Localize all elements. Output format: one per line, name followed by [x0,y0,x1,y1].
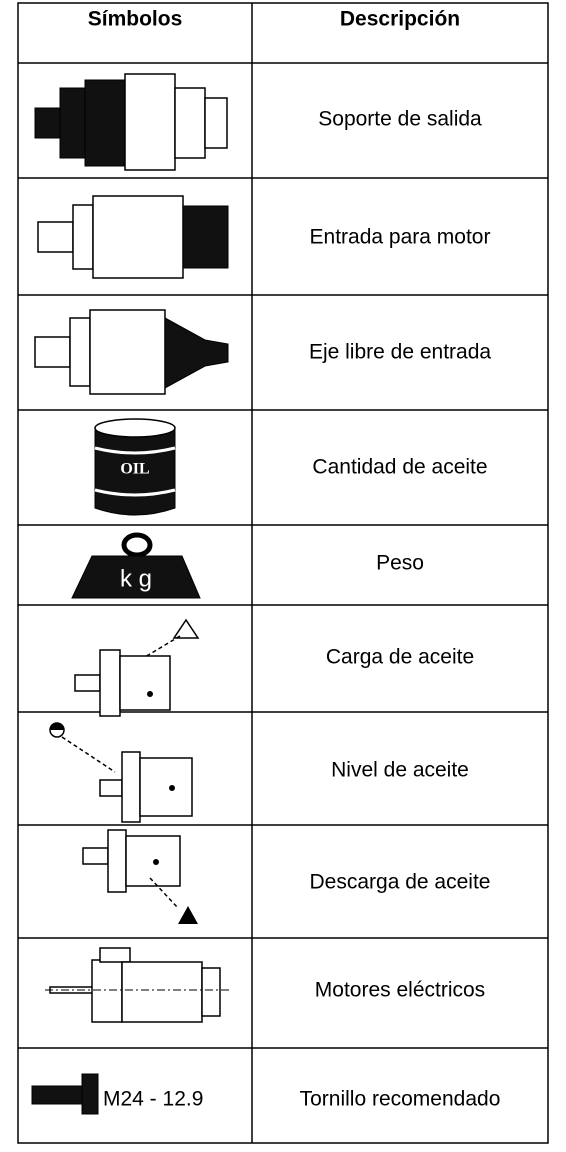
description: Carga de aceite [326,646,474,669]
icon-bolt: M24 - 12.9 [31,1073,203,1115]
symbol-text: k g [120,565,152,592]
icon-electric-motor [45,947,232,1023]
header-cell: Símbolos [88,8,183,31]
description: Peso [376,552,424,575]
icon-free-shaft [34,309,229,395]
description: Eje libre de entrada [309,341,491,364]
description: Motores eléctricos [315,979,485,1002]
icon-oil-level [49,722,193,823]
table-grid [17,2,549,1144]
icon-output-support [34,73,228,171]
description: Soporte de salida [318,108,482,131]
icon-weight: k g [71,532,201,599]
icon-oil-drain [82,829,198,924]
symbol-text: M24 - 12.9 [103,1088,203,1111]
header-cell: Descripción [340,8,460,31]
description: Descarga de aceite [310,871,491,894]
description: Cantidad de aceite [312,456,487,479]
icon-oil-barrel: OIL [94,418,176,516]
icon-oil-fill [74,618,200,717]
symbol-text: OIL [120,461,149,478]
description: Nivel de aceite [331,759,469,782]
icon-motor-input [37,195,229,279]
description: Entrada para motor [310,226,491,249]
description: Tornillo recomendado [300,1088,501,1111]
